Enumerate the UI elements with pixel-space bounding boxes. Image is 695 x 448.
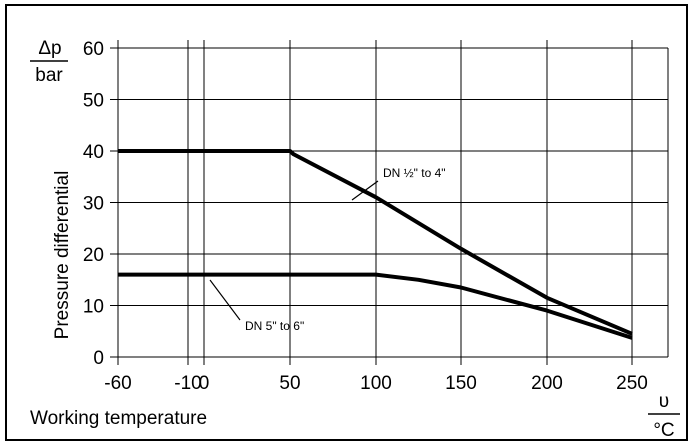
x-tick-label: 200 [531,373,563,394]
x-tick-label: 50 [279,373,300,394]
annotation-label-1: DN ½" to 4" [383,166,446,180]
x-tick-label: 100 [360,373,392,394]
x-tick-label: 250 [616,373,648,394]
series-line-1 [118,149,633,336]
grid-lines [110,40,669,365]
chart-frame [5,4,688,441]
series-line-2 [118,272,633,340]
y-unit-top: Δp [38,38,61,59]
x-unit-bottom: °C [653,420,674,441]
annotation-layer: DN ½" to 4" DN 5" to 6" [209,166,446,333]
x-tick-label: -60 [104,373,131,394]
y-axis-label: Pressure differential [52,171,73,340]
x-tick-label: 0 [199,373,210,394]
y-tick-label: 0 [93,348,104,369]
x-tick-label: -10 [174,373,201,394]
y-tick-label: 20 [83,245,104,266]
y-tick-label: 30 [83,194,104,215]
annotation-label-2: DN 5" to 6" [245,319,304,333]
x-axis-label: Working temperature [30,408,207,429]
series-layer [118,149,633,340]
y-tick-label: 40 [83,142,104,163]
x-unit-top: υ [659,391,669,412]
annotation-leader-1 [351,180,379,201]
x-tick-label: 150 [445,373,477,394]
y-unit-bottom: bar [35,65,63,86]
annotation-leader-2 [209,279,241,321]
y-tick-label: 10 [83,297,104,318]
y-tick-label: 50 [83,91,104,112]
y-tick-label: 60 [83,39,104,60]
